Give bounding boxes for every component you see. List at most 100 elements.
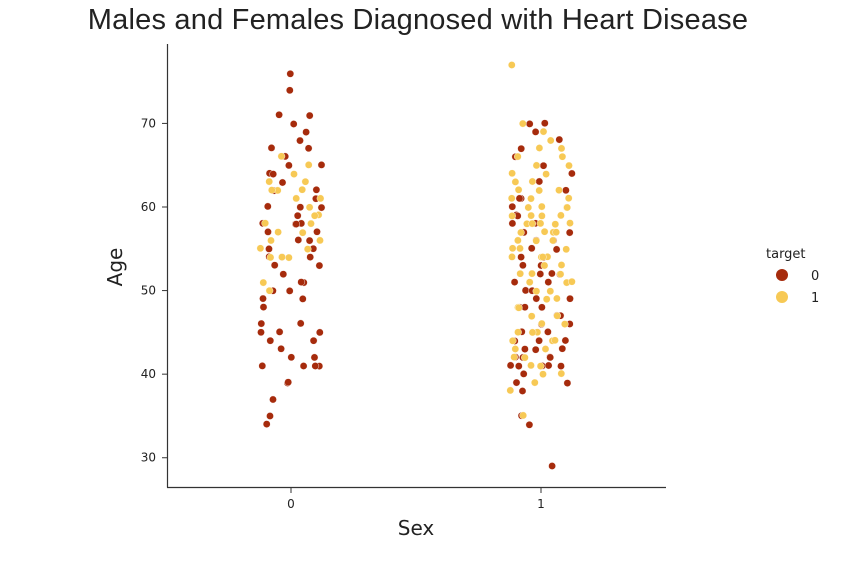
data-point-target-1 — [565, 161, 573, 170]
data-point-target-1 — [274, 228, 282, 236]
data-point-target-1 — [540, 261, 549, 270]
data-point-target-0 — [269, 170, 278, 178]
data-point-target-0 — [285, 287, 294, 295]
data-point-target-1 — [508, 244, 517, 253]
data-point-target-0 — [561, 336, 570, 345]
data-point-target-0 — [552, 245, 561, 254]
data-point-target-0 — [267, 144, 276, 152]
data-point-target-0 — [311, 362, 320, 370]
data-point-target-1 — [307, 219, 315, 228]
data-point-target-0 — [294, 236, 303, 244]
data-point-target-1 — [542, 295, 551, 304]
data-point-target-1 — [568, 277, 576, 286]
data-point-target-0 — [296, 319, 305, 328]
data-point-target-0 — [287, 353, 296, 362]
data-point-target-1 — [528, 328, 537, 337]
data-point-target-0 — [313, 227, 321, 236]
y-tick-label: 60 — [141, 200, 156, 214]
data-point-target-0 — [317, 203, 326, 212]
data-point-target-0 — [285, 86, 294, 95]
data-point-target-1 — [531, 378, 539, 387]
data-point-target-1 — [535, 144, 544, 152]
data-point-target-1 — [515, 303, 523, 312]
data-point-target-0 — [518, 387, 527, 395]
data-point-target-1 — [508, 253, 516, 261]
data-point-target-0 — [563, 379, 572, 387]
data-point-target-1 — [564, 194, 573, 202]
legend-marker-1 — [776, 291, 788, 303]
data-point-target-0 — [312, 185, 321, 194]
data-point-target-1 — [532, 287, 541, 296]
data-point-target-0 — [538, 303, 546, 312]
data-point-target-1 — [514, 185, 523, 194]
data-point-target-1 — [278, 253, 286, 261]
data-point-target-0 — [512, 378, 521, 387]
data-point-target-0 — [525, 420, 534, 429]
data-point-target-0 — [305, 236, 314, 245]
data-point-target-1 — [557, 369, 566, 378]
legend-label-1: 1 — [811, 291, 819, 306]
data-point-target-1 — [527, 194, 535, 203]
data-point-target-0 — [566, 294, 574, 303]
data-point-target-0 — [258, 362, 267, 370]
data-point-target-0 — [306, 253, 315, 261]
data-point-target-1 — [517, 228, 525, 237]
legend: target 0 1 — [766, 247, 819, 306]
y-axis-label: Age — [103, 248, 127, 287]
data-point-target-0 — [508, 202, 517, 211]
data-point-target-1 — [508, 212, 516, 220]
data-point-target-1 — [528, 177, 537, 186]
data-point-target-1 — [298, 228, 307, 237]
data-point-target-0 — [292, 220, 301, 228]
data-point-target-0 — [521, 345, 529, 353]
data-point-target-0 — [539, 161, 548, 170]
data-point-target-1 — [555, 186, 563, 194]
data-point-target-1 — [303, 245, 312, 253]
data-point-target-0 — [315, 328, 324, 337]
data-point-target-1 — [532, 236, 541, 245]
data-point-target-1 — [292, 194, 301, 203]
data-point-target-0 — [544, 361, 553, 370]
data-point-target-1 — [542, 170, 550, 178]
data-point-target-0 — [285, 161, 293, 170]
data-point-target-0 — [259, 303, 268, 311]
data-point-target-1 — [541, 345, 550, 353]
data-point-target-0 — [527, 244, 536, 253]
data-point-target-1 — [525, 278, 534, 287]
x-axis-label: Sex — [398, 516, 435, 540]
data-point-target-0 — [266, 336, 275, 345]
data-point-target-1 — [527, 211, 535, 220]
data-point-target-1 — [516, 244, 524, 253]
data-point-target-1 — [549, 236, 557, 245]
data-point-target-0 — [269, 395, 277, 404]
data-point-target-0 — [315, 261, 324, 270]
data-point-target-0 — [508, 219, 517, 228]
data-point-target-0 — [525, 120, 534, 128]
data-point-target-1 — [305, 203, 314, 212]
data-point-target-0 — [565, 228, 574, 237]
data-point-target-1 — [557, 144, 566, 153]
data-point-target-0 — [278, 178, 287, 187]
data-point-target-1 — [557, 211, 565, 220]
data-point-target-0 — [562, 186, 570, 195]
data-point-target-1 — [528, 269, 536, 278]
data-point-target-0 — [289, 120, 298, 128]
chart-title: Males and Females Diagnosed with Heart D… — [87, 4, 749, 36]
data-point-target-0 — [302, 128, 310, 136]
data-point-target-1 — [551, 220, 560, 228]
data-point-target-0 — [298, 295, 307, 303]
data-point-target-1 — [558, 152, 567, 161]
data-point-target-0 — [517, 253, 525, 261]
data-point-target-1 — [539, 253, 547, 261]
data-point-target-1 — [298, 185, 307, 194]
data-point-target-0 — [519, 261, 527, 270]
data-point-target-1 — [508, 169, 516, 178]
data-point-target-1 — [304, 161, 313, 169]
data-point-target-0 — [284, 378, 293, 387]
data-point-target-1 — [290, 170, 298, 178]
data-point-target-1 — [316, 236, 324, 245]
data-point-target-0 — [506, 361, 515, 370]
data-point-target-0 — [535, 177, 544, 186]
data-point-target-1 — [561, 320, 569, 328]
data-point-target-1 — [562, 245, 571, 254]
